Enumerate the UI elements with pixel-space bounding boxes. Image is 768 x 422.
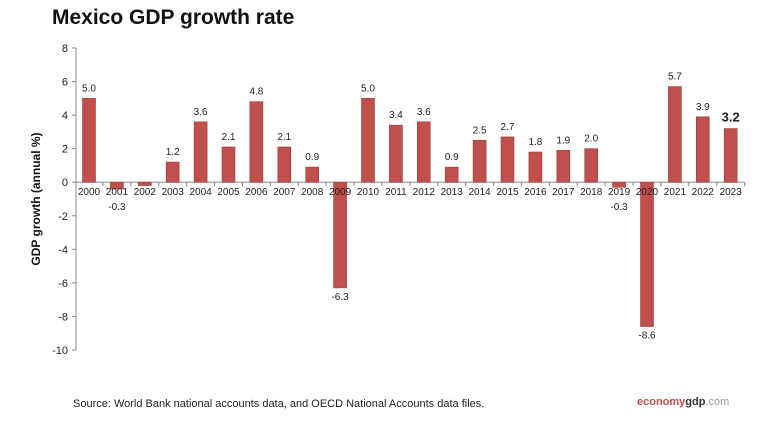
data-label: -6.3 <box>331 292 349 303</box>
y-tick-label: -6 <box>58 278 68 290</box>
bar-2015 <box>500 136 515 183</box>
data-label: -8.6 <box>638 331 656 342</box>
data-label: 0.9 <box>445 152 459 163</box>
x-tick-label: 2009 <box>329 187 352 198</box>
x-tick-label: 2020 <box>636 187 659 198</box>
y-tick-label: 2 <box>62 144 68 156</box>
x-tick-label: 2023 <box>720 187 743 198</box>
data-label: -0.3 <box>108 202 126 213</box>
bar-2014 <box>472 139 487 183</box>
bar-2006 <box>249 101 264 183</box>
y-tick-label: 0 <box>62 177 68 189</box>
y-tick-label: 6 <box>62 77 68 89</box>
brand-logo: economygdp.com <box>637 396 730 408</box>
x-tick-label: 2015 <box>496 187 519 198</box>
x-tick-label: 2016 <box>524 187 547 198</box>
bar-2007 <box>277 146 292 183</box>
data-label: 1.9 <box>556 135 570 146</box>
y-tick-label: -8 <box>58 311 68 323</box>
bar-2022 <box>695 116 710 183</box>
x-tick-label: 2004 <box>189 187 212 198</box>
data-label: 2.1 <box>222 132 236 143</box>
x-tick-label: 2021 <box>664 187 687 198</box>
bar-2009 <box>333 181 347 289</box>
x-tick-label: 2019 <box>608 187 631 198</box>
bar-2001 <box>110 181 124 190</box>
data-label: 2.5 <box>473 125 487 136</box>
data-label: 1.8 <box>528 137 542 148</box>
bar-2011 <box>389 124 403 183</box>
bar-2004 <box>193 121 208 183</box>
bar-2012 <box>416 121 431 183</box>
x-tick-label: 2013 <box>441 187 464 198</box>
y-tick-label: -10 <box>52 345 68 357</box>
bar-2019 <box>612 181 626 188</box>
bar-2020 <box>640 181 654 327</box>
data-label: 3.6 <box>417 107 431 118</box>
x-tick-label: 2001 <box>106 187 129 198</box>
bar-2017 <box>556 150 571 183</box>
data-label: 3.9 <box>696 102 710 113</box>
bar-2013 <box>444 166 459 183</box>
data-label: 3.4 <box>389 110 403 121</box>
data-label: 2.1 <box>277 132 291 143</box>
data-label: -0.3 <box>610 202 628 213</box>
x-tick-label: 2007 <box>273 187 296 198</box>
x-tick-label: 2017 <box>552 187 575 198</box>
bar-2000 <box>82 98 96 183</box>
x-tick-label: 2008 <box>301 187 324 198</box>
data-label: 4.8 <box>249 87 263 98</box>
x-tick-label: 2014 <box>468 187 491 198</box>
bar-2010 <box>361 98 375 183</box>
x-tick-label: 2018 <box>580 187 603 198</box>
x-tick-label: 2022 <box>692 187 715 198</box>
y-tick-label: -4 <box>58 244 68 256</box>
x-tick-label: 2012 <box>413 187 436 198</box>
source-note: Source: World Bank national accounts dat… <box>73 398 485 410</box>
data-label: 5.7 <box>668 72 682 83</box>
y-tick-label: -2 <box>58 211 68 223</box>
x-tick-label: 2003 <box>162 187 185 198</box>
chart-title: Mexico GDP growth rate <box>52 6 295 29</box>
bar-2002 <box>138 181 152 186</box>
data-label: 2.7 <box>501 122 515 133</box>
x-tick-label: 2002 <box>134 187 157 198</box>
x-tick-label: 2011 <box>385 187 407 198</box>
data-label: 3.2 <box>722 110 740 125</box>
data-label: 3.6 <box>194 107 208 118</box>
bar-2021 <box>668 86 682 183</box>
data-label: 5.0 <box>82 83 96 94</box>
data-label: 5.0 <box>361 83 375 94</box>
bar-2016 <box>528 151 543 183</box>
bar-2008 <box>305 166 320 183</box>
data-label: 0.9 <box>305 152 319 163</box>
x-tick-label: 2005 <box>217 187 240 198</box>
x-tick-label: 2010 <box>357 187 380 198</box>
bar-2003 <box>165 161 180 183</box>
x-tick-label: 2006 <box>245 187 268 198</box>
data-label: 1.2 <box>166 147 180 158</box>
data-label: 2.0 <box>584 134 598 145</box>
bar-2005 <box>221 146 236 183</box>
y-axis-label: GDP growth (annual %) <box>29 132 43 265</box>
bar-2018 <box>584 148 599 183</box>
y-tick-label: 4 <box>62 110 68 122</box>
bar-2023 <box>723 128 738 183</box>
y-tick-label: 8 <box>62 43 68 55</box>
x-tick-label: 2000 <box>78 187 101 198</box>
